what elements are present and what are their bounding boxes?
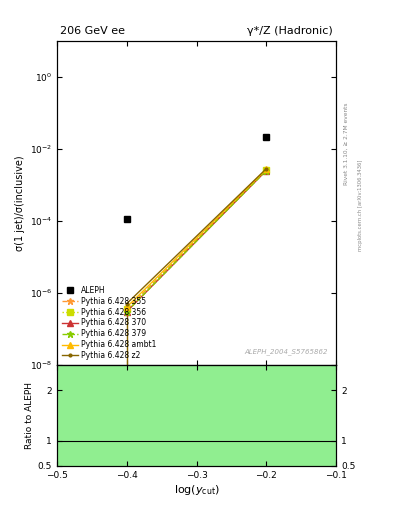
Text: γ*/Z (Hadronic): γ*/Z (Hadronic) bbox=[248, 26, 333, 36]
Text: Rivet 3.1.10, ≥ 2.7M events: Rivet 3.1.10, ≥ 2.7M events bbox=[344, 102, 349, 185]
X-axis label: $\log(y_\mathrm{cut})$: $\log(y_\mathrm{cut})$ bbox=[174, 482, 219, 497]
Legend: ALEPH, Pythia 6.428 355, Pythia 6.428 356, Pythia 6.428 370, Pythia 6.428 379, P: ALEPH, Pythia 6.428 355, Pythia 6.428 35… bbox=[59, 284, 159, 362]
Y-axis label: σ(1 jet)/σ(inclusive): σ(1 jet)/σ(inclusive) bbox=[15, 155, 26, 251]
Text: ALEPH_2004_S5765862: ALEPH_2004_S5765862 bbox=[244, 348, 328, 355]
Text: mcplots.cern.ch [arXiv:1306.3436]: mcplots.cern.ch [arXiv:1306.3436] bbox=[358, 159, 363, 250]
Text: 206 GeV ee: 206 GeV ee bbox=[60, 26, 125, 36]
Y-axis label: Ratio to ALEPH: Ratio to ALEPH bbox=[25, 382, 33, 449]
